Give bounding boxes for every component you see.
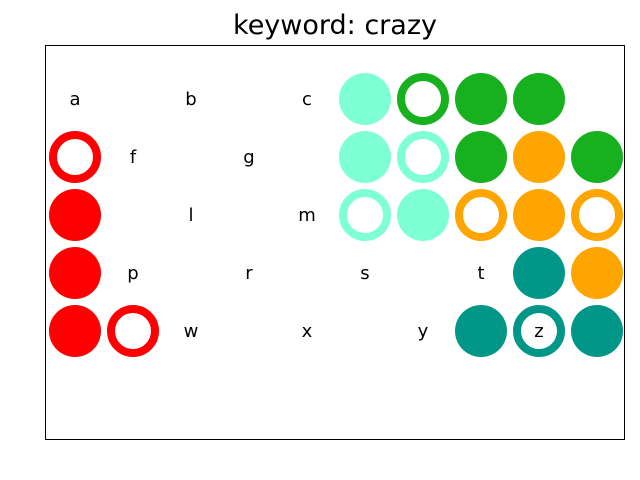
cell-letter: l <box>188 204 194 226</box>
cell-letter: r <box>245 262 253 284</box>
ring-token <box>397 131 449 183</box>
ring-token <box>455 189 507 241</box>
letter-cell: x <box>281 305 333 357</box>
cell-letter: c <box>302 88 312 110</box>
filled-token <box>513 247 565 299</box>
filled-token <box>455 131 507 183</box>
filled-token <box>49 247 101 299</box>
cell-letter: y <box>417 320 429 342</box>
ring-token <box>571 189 623 241</box>
letter-cell: l <box>165 189 217 241</box>
letter-cell: c <box>281 73 333 125</box>
ring-token <box>397 73 449 125</box>
letter-cell: a <box>49 73 101 125</box>
letter-cell <box>223 305 275 357</box>
filled-token <box>339 73 391 125</box>
filled-token <box>571 131 623 183</box>
letter-cell: y <box>397 305 449 357</box>
letter-cell: t <box>455 247 507 299</box>
ring-token: z <box>513 305 565 357</box>
ring-token <box>49 131 101 183</box>
letter-cell <box>165 131 217 183</box>
letter-cell <box>281 247 333 299</box>
cell-letter: w <box>183 320 199 342</box>
filled-token <box>49 305 101 357</box>
filled-token <box>513 189 565 241</box>
game-title: keyword: crazy <box>233 10 437 41</box>
letter-cell <box>107 189 159 241</box>
cell-letter: f <box>129 146 137 168</box>
letter-cell <box>281 131 333 183</box>
letter-cell: m <box>281 189 333 241</box>
filled-token <box>49 189 101 241</box>
cell-letter: z <box>534 320 544 342</box>
cell-letter: g <box>243 146 255 168</box>
letter-cell <box>165 247 217 299</box>
filled-token <box>339 131 391 183</box>
letter-cell <box>397 247 449 299</box>
filled-token <box>513 73 565 125</box>
letter-cell <box>223 73 275 125</box>
filled-token <box>513 131 565 183</box>
cell-letter: a <box>69 88 81 110</box>
cell-letter: s <box>360 262 370 284</box>
ring-token <box>339 189 391 241</box>
ring-token <box>107 305 159 357</box>
letter-cell: w <box>165 305 217 357</box>
letter-cell: s <box>339 247 391 299</box>
letter-cell <box>223 189 275 241</box>
cell-letter: t <box>477 262 485 284</box>
filled-token <box>455 73 507 125</box>
cell-letter: m <box>298 204 316 226</box>
filled-token <box>571 305 623 357</box>
game-board: a b c f g l m p r s t w x y z <box>45 45 625 440</box>
filled-token <box>571 247 623 299</box>
letter-cell: b <box>165 73 217 125</box>
letter-cell: r <box>223 247 275 299</box>
cell-letter: p <box>127 262 139 284</box>
letter-cell: p <box>107 247 159 299</box>
letter-cell <box>339 305 391 357</box>
filled-token <box>455 305 507 357</box>
letter-cell: f <box>107 131 159 183</box>
cell-letter: b <box>185 88 197 110</box>
filled-token <box>397 189 449 241</box>
letter-cell: g <box>223 131 275 183</box>
letter-cell <box>107 73 159 125</box>
cell-letter: x <box>301 320 313 342</box>
